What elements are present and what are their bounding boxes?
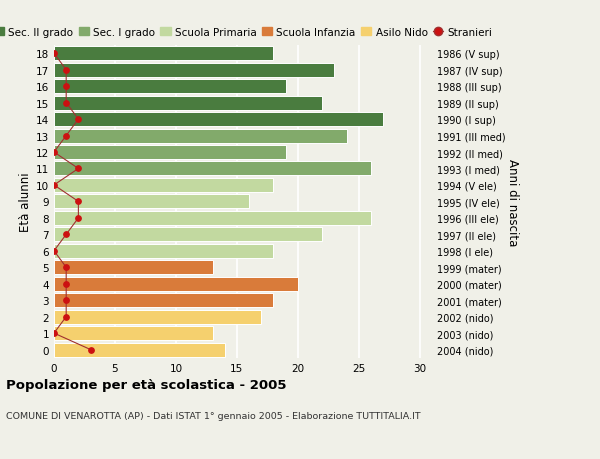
Bar <box>54 228 322 242</box>
Y-axis label: Età alunni: Età alunni <box>19 172 32 232</box>
Bar <box>54 179 274 192</box>
Bar <box>54 277 298 291</box>
Bar <box>54 47 274 61</box>
Point <box>49 182 59 189</box>
Bar <box>54 294 274 308</box>
Bar <box>54 96 322 110</box>
Bar <box>54 63 334 78</box>
Point <box>49 247 59 255</box>
Point <box>74 165 83 173</box>
Bar <box>54 162 371 176</box>
Point <box>61 313 71 321</box>
Text: Popolazione per età scolastica - 2005: Popolazione per età scolastica - 2005 <box>6 379 287 392</box>
Point <box>61 280 71 288</box>
Point <box>61 264 71 271</box>
Point <box>61 133 71 140</box>
Y-axis label: Anni di nascita: Anni di nascita <box>506 158 520 246</box>
Bar <box>54 310 261 324</box>
Point <box>86 346 95 353</box>
Bar <box>54 146 286 160</box>
Point <box>61 83 71 90</box>
Point <box>74 116 83 123</box>
Bar <box>54 326 212 341</box>
Bar <box>54 113 383 127</box>
Bar <box>54 244 274 258</box>
Legend: Sec. II grado, Sec. I grado, Scuola Primaria, Scuola Infanzia, Asilo Nido, Stran: Sec. II grado, Sec. I grado, Scuola Prim… <box>0 28 492 38</box>
Point <box>49 50 59 58</box>
Bar <box>54 195 249 209</box>
Point <box>61 67 71 74</box>
Point <box>49 149 59 157</box>
Bar <box>54 129 347 143</box>
Point <box>61 297 71 304</box>
Text: COMUNE DI VENAROTTA (AP) - Dati ISTAT 1° gennaio 2005 - Elaborazione TUTTITALIA.: COMUNE DI VENAROTTA (AP) - Dati ISTAT 1°… <box>6 411 421 420</box>
Bar <box>54 212 371 225</box>
Point <box>74 215 83 222</box>
Point <box>49 330 59 337</box>
Point <box>61 100 71 107</box>
Bar <box>54 80 286 94</box>
Point <box>61 231 71 239</box>
Bar <box>54 343 225 357</box>
Point <box>74 198 83 206</box>
Bar <box>54 261 212 274</box>
